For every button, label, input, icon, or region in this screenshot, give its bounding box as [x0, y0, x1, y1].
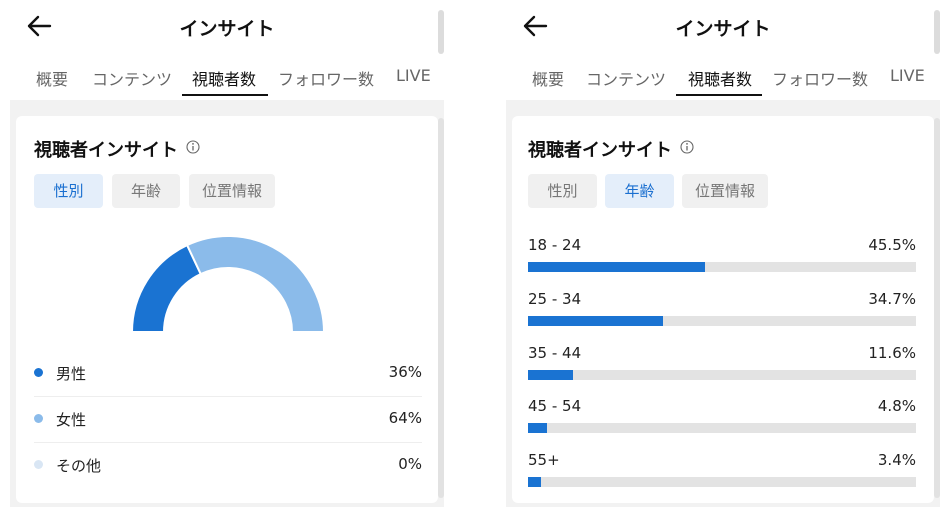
scrollbar-top[interactable]: [934, 10, 940, 54]
viewer-insights-card: 視聴者インサイト 性別 年齢 位置情報 男性 36% 女性 64% その他 0%: [16, 116, 438, 503]
age-group-label: 55+: [528, 451, 560, 469]
legend-value: 36%: [388, 363, 422, 381]
filter-location[interactable]: 位置情報: [189, 174, 275, 208]
age-bar-fill: [528, 262, 705, 272]
info-circle-icon[interactable]: [186, 140, 200, 154]
tab-viewers[interactable]: 視聴者数: [192, 70, 257, 89]
age-group-label: 35 - 44: [528, 344, 582, 362]
gender-donut-chart: [130, 235, 326, 333]
age-bar-track: [528, 477, 916, 487]
filter-age[interactable]: 年齢: [112, 174, 180, 208]
donut-slice-male: [130, 243, 203, 333]
age-group-value: 11.6%: [868, 344, 916, 362]
tab-content[interactable]: コンテンツ: [586, 70, 667, 89]
legend-label: 男性: [56, 365, 87, 383]
viewer-insights-card: 視聴者インサイト 性別 年齢 位置情報 18 - 24 45.5% 25 - 3…: [512, 116, 934, 503]
age-row: 55+ 3.4%: [528, 451, 916, 505]
age-group-value: 34.7%: [868, 290, 916, 308]
age-bar-fill: [528, 423, 547, 433]
age-bar-track: [528, 316, 916, 326]
age-bar-fill: [528, 316, 663, 326]
age-row: 35 - 44 11.6%: [528, 344, 916, 398]
scrollbar-top[interactable]: [438, 10, 444, 54]
card-title: 視聴者インサイト: [34, 140, 178, 161]
age-group-value: 45.5%: [868, 236, 916, 254]
info-circle-icon[interactable]: [680, 140, 694, 154]
card-title: 視聴者インサイト: [528, 140, 672, 161]
filter-age[interactable]: 年齢: [605, 174, 674, 208]
filter-location[interactable]: 位置情報: [682, 174, 768, 208]
tab-content[interactable]: コンテンツ: [92, 70, 173, 89]
age-bar-track: [528, 370, 916, 380]
tab-overview[interactable]: 概要: [36, 70, 69, 89]
legend-value: 0%: [398, 455, 422, 473]
age-group-label: 25 - 34: [528, 290, 582, 308]
tab-bar: 概要 コンテンツ 視聴者数 フォロワー数 LIVE: [10, 58, 444, 98]
tab-live[interactable]: LIVE: [890, 66, 925, 85]
filter-gender[interactable]: 性別: [34, 174, 103, 208]
tab-bar: 概要 コンテンツ 視聴者数 フォロワー数 LIVE: [506, 58, 940, 98]
age-row: 25 - 34 34.7%: [528, 290, 916, 344]
age-bar-fill: [528, 477, 542, 487]
age-row: 18 - 24 45.5%: [528, 236, 916, 290]
age-bar-track: [528, 423, 916, 433]
arrow-left-icon[interactable]: [522, 13, 548, 39]
page-title: インサイト: [675, 18, 771, 40]
age-group-value: 3.4%: [877, 451, 916, 469]
arrow-left-icon[interactable]: [26, 13, 52, 39]
tab-followers[interactable]: フォロワー数: [278, 70, 375, 89]
tab-followers[interactable]: フォロワー数: [772, 70, 869, 89]
age-bar-track: [528, 262, 916, 272]
page-title: インサイト: [179, 18, 275, 40]
tab-viewers[interactable]: 視聴者数: [688, 70, 753, 89]
app-header: インサイト: [10, 0, 444, 52]
legend-dot-female: [34, 414, 43, 423]
tab-live[interactable]: LIVE: [396, 66, 431, 85]
tab-overview[interactable]: 概要: [532, 70, 565, 89]
age-row: 45 - 54 4.8%: [528, 397, 916, 451]
legend-dot-other: [34, 460, 43, 469]
legend-label: その他: [56, 457, 102, 475]
legend-row-other: その他 0%: [34, 443, 422, 489]
age-group-label: 45 - 54: [528, 397, 582, 415]
legend-row-male: 男性 36%: [34, 351, 422, 397]
legend-value: 64%: [388, 409, 422, 427]
legend-label: 女性: [56, 411, 87, 429]
active-tab-indicator: [182, 94, 268, 96]
insights-panel-age: インサイト 概要 コンテンツ 視聴者数 フォロワー数 LIVE 視聴者インサイト…: [506, 0, 940, 507]
scrollbar[interactable]: [438, 118, 444, 498]
active-tab-indicator: [676, 94, 762, 96]
donut-slice-female: [185, 235, 326, 333]
legend-row-female: 女性 64%: [34, 397, 422, 443]
legend-dot-male: [34, 368, 43, 377]
filter-gender[interactable]: 性別: [528, 174, 597, 208]
app-header: インサイト: [506, 0, 940, 52]
age-group-value: 4.8%: [877, 397, 916, 415]
age-group-label: 18 - 24: [528, 236, 582, 254]
age-bar-fill: [528, 370, 573, 380]
scrollbar[interactable]: [934, 118, 940, 498]
insights-panel-gender: インサイト 概要 コンテンツ 視聴者数 フォロワー数 LIVE 視聴者インサイト…: [10, 0, 444, 507]
